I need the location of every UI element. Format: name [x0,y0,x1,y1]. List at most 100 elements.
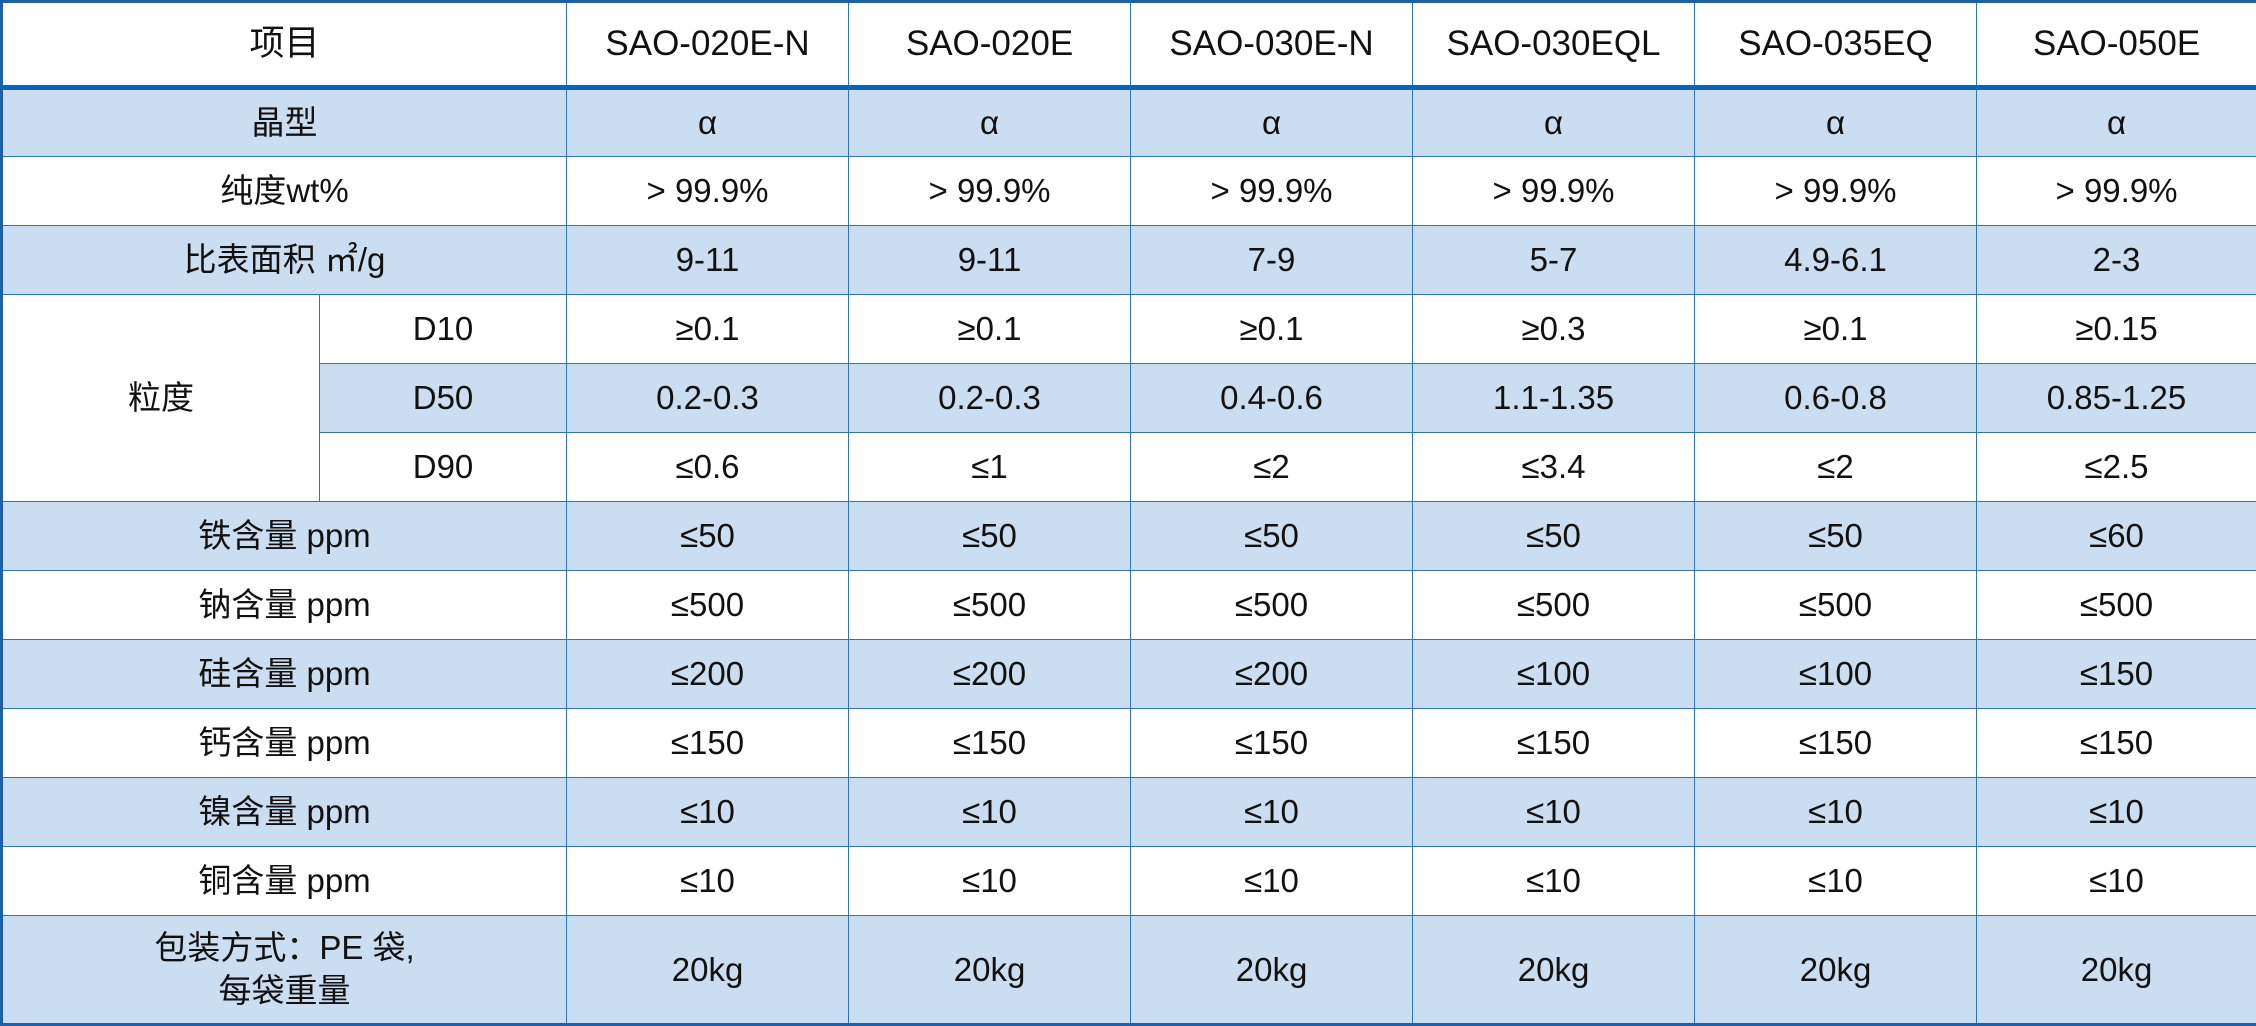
row-group-label-particle-size: 粒度 [1,294,320,502]
cell: ≤3.4 [1412,432,1696,502]
cell: ≤150 [1694,708,1978,778]
cell: ≤10 [1694,846,1978,916]
cell: ≤100 [1694,639,1978,709]
cell: 0.6-0.8 [1694,363,1978,433]
cell: > 99.9% [848,156,1132,226]
packaging-label-line2: 每袋重量 [218,971,351,1009]
cell: 4.9-6.1 [1694,225,1978,295]
cell: ≥0.3 [1412,294,1696,364]
cell: 7-9 [1130,225,1414,295]
cell: ≤50 [1412,501,1696,571]
cell: ≤150 [1976,708,2256,778]
cell: > 99.9% [1130,156,1414,226]
cell: ≥0.1 [1130,294,1414,364]
row-crystal-form: 晶型 α α α α α α [0,87,2256,157]
cell: ≤100 [1412,639,1696,709]
cell: 9-11 [566,225,850,295]
cell: ≤10 [1976,846,2256,916]
col-header-sao-035eq: SAO-035EQ [1694,1,1978,90]
cell: 0.2-0.3 [566,363,850,433]
cell: > 99.9% [566,156,850,226]
cell: ≤10 [1976,777,2256,847]
cell: ≤2.5 [1976,432,2256,502]
cell: > 99.9% [1694,156,1978,226]
cell: ≤200 [566,639,850,709]
cell: ≥0.1 [1694,294,1978,364]
col-header-sao-020e-n: SAO-020E-N [566,1,850,90]
cell: 20kg [1130,915,1414,1025]
row-purity: 纯度wt% > 99.9% > 99.9% > 99.9% > 99.9% > … [0,156,2256,226]
cell: ≤60 [1976,501,2256,571]
cell: 1.1-1.35 [1412,363,1696,433]
cell: ≤10 [566,777,850,847]
cell: ≤0.6 [566,432,850,502]
cell: α [1694,87,1978,157]
cell: ≤150 [1976,639,2256,709]
row-nickel-content: 镍含量 ppm ≤10 ≤10 ≤10 ≤10 ≤10 ≤10 [0,777,2256,847]
cell: 0.2-0.3 [848,363,1132,433]
cell: ≤150 [1130,708,1414,778]
cell: 20kg [566,915,850,1025]
row-particle-d50: D50 0.2-0.3 0.2-0.3 0.4-0.6 1.1-1.35 0.6… [2,363,2256,433]
cell: ≥0.1 [566,294,850,364]
row-label-calcium: 钙含量 ppm [0,708,568,778]
row-copper-content: 铜含量 ppm ≤10 ≤10 ≤10 ≤10 ≤10 ≤10 [0,846,2256,916]
header-item-label: 项目 [0,1,568,90]
cell: ≤150 [566,708,850,778]
row-sublabel-d50: D50 [318,363,568,433]
row-label-surface-area: 比表面积 ㎡/g [0,225,568,295]
cell: ≤500 [1694,570,1978,640]
row-label-purity: 纯度wt% [0,156,568,226]
row-packaging: 包装方式：PE 袋, 每袋重量 20kg 20kg 20kg 20kg 20kg… [0,915,2256,1025]
cell: 2-3 [1976,225,2256,295]
cell: ≤500 [848,570,1132,640]
cell: ≥0.15 [1976,294,2256,364]
cell: ≤1 [848,432,1132,502]
cell: ≤50 [566,501,850,571]
row-label-packaging: 包装方式：PE 袋, 每袋重量 [0,915,568,1025]
cell: ≤2 [1130,432,1414,502]
col-header-sao-030e-n: SAO-030E-N [1130,1,1414,90]
col-header-sao-050e: SAO-050E [1976,1,2256,90]
row-label-crystal-form: 晶型 [0,87,568,157]
row-sublabel-d90: D90 [318,432,568,502]
row-sodium-content: 钠含量 ppm ≤500 ≤500 ≤500 ≤500 ≤500 ≤500 [0,570,2256,640]
row-calcium-content: 钙含量 ppm ≤150 ≤150 ≤150 ≤150 ≤150 ≤150 [0,708,2256,778]
row-silicon-content: 硅含量 ppm ≤200 ≤200 ≤200 ≤100 ≤100 ≤150 [0,639,2256,709]
cell: ≤10 [1412,777,1696,847]
cell: 0.4-0.6 [1130,363,1414,433]
row-surface-area: 比表面积 ㎡/g 9-11 9-11 7-9 5-7 4.9-6.1 2-3 [0,225,2256,295]
cell: ≤150 [1412,708,1696,778]
row-label-silicon: 硅含量 ppm [0,639,568,709]
row-label-nickel: 镍含量 ppm [0,777,568,847]
cell: 9-11 [848,225,1132,295]
cell: > 99.9% [1976,156,2256,226]
cell: α [1130,87,1414,157]
cell: ≤200 [848,639,1132,709]
cell: ≤10 [1412,846,1696,916]
cell: > 99.9% [1412,156,1696,226]
row-label-copper: 铜含量 ppm [0,846,568,916]
cell: ≥0.1 [848,294,1132,364]
col-header-sao-020e: SAO-020E [848,1,1132,90]
cell: ≤50 [1130,501,1414,571]
cell: ≤10 [1694,777,1978,847]
cell: ≤10 [848,846,1132,916]
cell: ≤2 [1694,432,1978,502]
cell: ≤500 [1130,570,1414,640]
cell: α [1976,87,2256,157]
row-particle-d10: 粒度 D10 ≥0.1 ≥0.1 ≥0.1 ≥0.3 ≥0.1 ≥0.15 [1,294,2256,502]
table-header-row: 项目 SAO-020E-N SAO-020E SAO-030E-N SAO-03… [0,1,2256,90]
cell: ≤500 [566,570,850,640]
cell: ≤500 [1976,570,2256,640]
cell: ≤500 [1412,570,1696,640]
cell: ≤50 [848,501,1132,571]
cell: 20kg [1412,915,1696,1025]
cell: 5-7 [1412,225,1696,295]
cell: α [566,87,850,157]
row-iron-content: 铁含量 ppm ≤50 ≤50 ≤50 ≤50 ≤50 ≤60 [0,501,2256,571]
cell: 20kg [848,915,1132,1025]
cell: ≤10 [566,846,850,916]
packaging-label-line1: 包装方式：PE 袋, [154,928,415,966]
